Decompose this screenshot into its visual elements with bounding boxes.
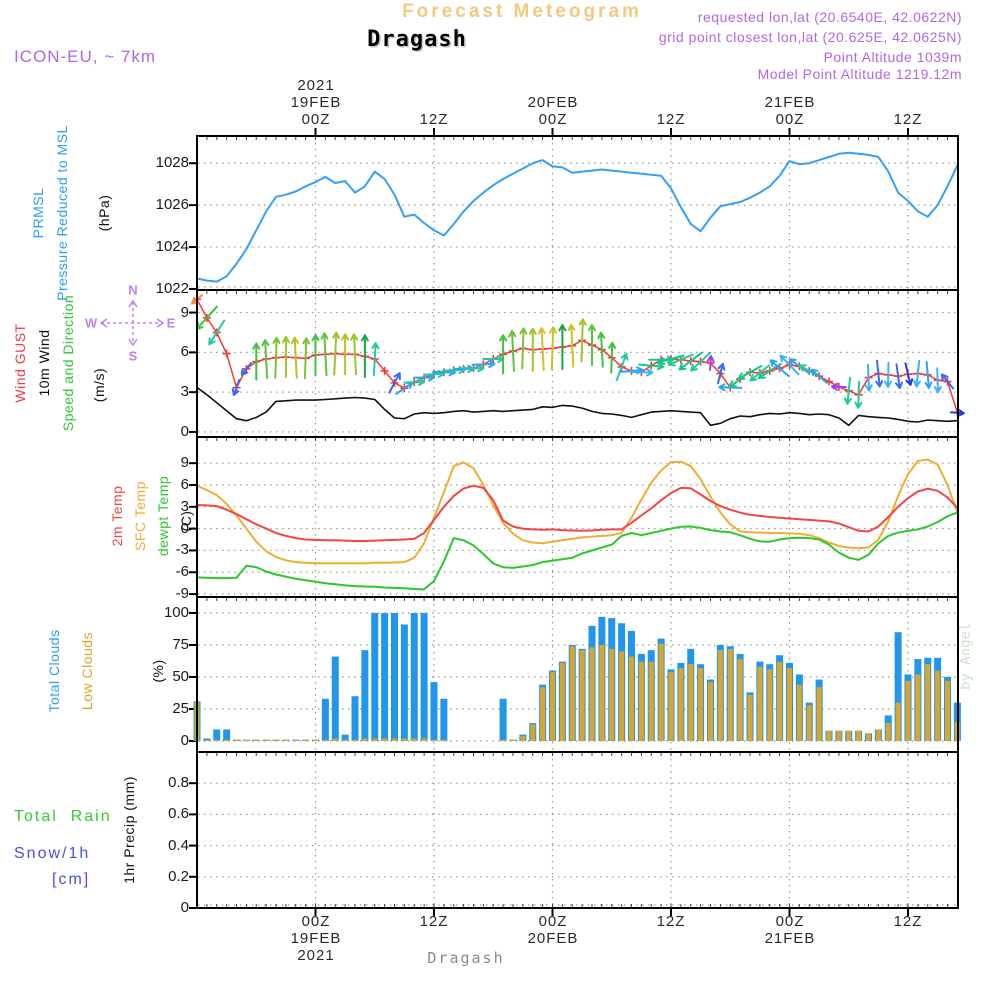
footer-station-label: Dragash — [427, 949, 505, 967]
precip-legend-1: Snow/1h — [14, 845, 91, 862]
panel-side-label-temp-2: dewpt Temp — [155, 475, 171, 557]
precip-legend-0: Total Rain — [14, 808, 112, 825]
xtick-bottom-label: 00Z — [775, 913, 805, 930]
ytick-label: 0 — [180, 423, 189, 440]
ytick-label: -3 — [175, 541, 189, 558]
watermark: by Angel — [958, 622, 974, 690]
ytick-label: 9 — [180, 454, 189, 471]
point-altitude-label: Point Altitude 1039m — [823, 49, 962, 65]
panel-side-label-wind-1: 10m Wind — [36, 329, 52, 397]
xtick-bottom-label: 20FEB — [527, 930, 579, 947]
panel-side-label-pressure-2: (hPa) — [96, 194, 112, 232]
panel-side-label-pressure-0: PRMSL — [30, 187, 46, 239]
panel-side-label-clouds-2: (%) — [150, 659, 166, 683]
compass-east-label: E — [166, 315, 176, 331]
precip-legend-2: [cm] — [52, 871, 91, 888]
panel-side-label-wind-0: Wind GUST — [12, 323, 28, 403]
ytick-label: 1028 — [155, 154, 189, 171]
xtick-bottom-label: 12Z — [893, 913, 923, 930]
xtick-bottom-label: 21FEB — [764, 930, 816, 947]
panel-side-label-clouds-0: Total Clouds — [46, 629, 62, 713]
grid-point-label: grid point closest lon,lat (20.625E, 42.… — [658, 29, 962, 45]
ytick-label: 1024 — [155, 238, 189, 255]
xtick-top-label: 21FEB — [764, 94, 816, 111]
ytick-label: 0 — [180, 899, 189, 916]
ytick-label: 6 — [180, 343, 189, 360]
panel-side-label-pressure-1: Pressure Reduced to MSL — [54, 125, 70, 301]
xtick-bottom-label: 12Z — [656, 913, 686, 930]
ytick-label: 3 — [180, 383, 189, 400]
station-title: Dragash — [367, 27, 467, 52]
ytick-label: 9 — [180, 304, 189, 321]
xtick-bottom-label: 12Z — [419, 913, 449, 930]
xtick-bottom-label: 00Z — [301, 913, 331, 930]
ytick-label: 25 — [172, 700, 189, 717]
panel-side-label-wind-3: (m/s) — [91, 367, 107, 403]
panel-side-label-clouds-1: Low Clouds — [79, 631, 95, 711]
panel-side-label-temp-3: (C) — [178, 510, 194, 532]
compass-north-label: N — [128, 282, 138, 298]
ytick-label: 100 — [163, 604, 189, 621]
xtick-top-label: 12Z — [893, 111, 923, 128]
page-title: Forecast Meteogram — [402, 1, 642, 22]
xtick-top-label: 12Z — [656, 111, 686, 128]
xtick-top-label: 2021 — [297, 77, 335, 94]
xtick-bottom-label: 19FEB — [290, 930, 342, 947]
ytick-label: 1022 — [155, 280, 189, 297]
xtick-bottom-label: 00Z — [538, 913, 568, 930]
ytick-label: 0.4 — [168, 837, 189, 854]
ytick-label: 75 — [172, 636, 189, 653]
panel-side-label-wind-2: Speed and Direction — [60, 294, 76, 432]
panel-side-label-temp-1: SFC Temp — [132, 481, 148, 551]
ytick-label: 0 — [180, 732, 189, 749]
model-name-label: ICON-EU, ~ 7km — [14, 47, 156, 66]
ytick-label: -9 — [175, 585, 189, 602]
ytick-label: 0.8 — [168, 774, 189, 791]
ytick-label: 0.6 — [168, 805, 189, 822]
ytick-label: 50 — [172, 668, 189, 685]
xtick-top-label: 19FEB — [290, 94, 342, 111]
ytick-label: 6 — [180, 476, 189, 493]
xtick-top-label: 12Z — [419, 111, 449, 128]
compass-south-label: S — [128, 348, 138, 364]
xtick-top-label: 20FEB — [527, 94, 579, 111]
xtick-bottom-label: 2021 — [297, 947, 335, 964]
panel-side-label-temp-0: 2m Temp — [109, 485, 125, 547]
requested-lonlat-label: requested lon,lat (20.6540E, 42.0622N) — [697, 9, 962, 25]
ytick-label: 3 — [180, 498, 189, 515]
xtick-top-label: 00Z — [301, 111, 331, 128]
compass-west-label: W — [84, 315, 98, 331]
ytick-label: 1026 — [155, 196, 189, 213]
panel-side-label-precip-0: 1hr Precip (mm) — [121, 776, 137, 884]
xtick-top-label: 00Z — [538, 111, 568, 128]
ytick-label: 0.2 — [168, 868, 189, 885]
model-altitude-label: Model Point Altitude 1219.12m — [757, 66, 962, 82]
ytick-label: -6 — [175, 563, 189, 580]
ytick-label: 0 — [180, 520, 189, 537]
xtick-top-label: 00Z — [775, 111, 805, 128]
